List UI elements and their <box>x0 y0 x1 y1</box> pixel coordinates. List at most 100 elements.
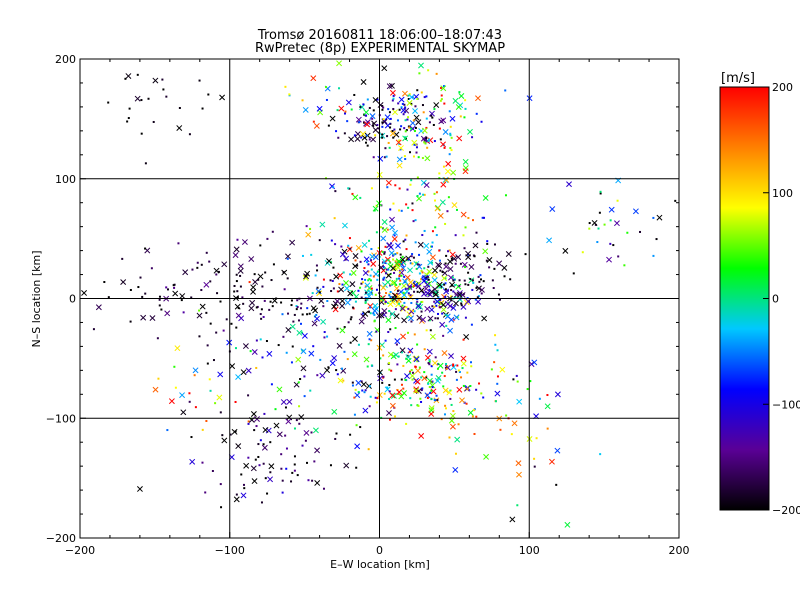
scatter-point-dot <box>482 280 485 283</box>
scatter-point-dot <box>393 128 396 131</box>
scatter-point-x <box>343 255 350 262</box>
scatter-point-dot <box>373 209 376 212</box>
scatter-point-dot <box>310 431 313 434</box>
scatter-point-x <box>608 206 615 213</box>
scatter-point-dot <box>370 364 373 367</box>
scatter-point-dot <box>433 300 436 303</box>
scatter-point-x <box>120 279 127 286</box>
scatter-point-dot <box>458 284 461 287</box>
scatter-point-dot <box>265 340 268 343</box>
scatter-point-dot <box>336 109 339 112</box>
scatter-point-dot <box>439 298 442 301</box>
scatter-point-x <box>375 312 382 319</box>
scatter-point-x <box>411 139 418 146</box>
scatter-point-dot <box>410 369 413 372</box>
scatter-point-dot <box>477 275 480 278</box>
scatter-point-dot <box>430 389 433 392</box>
scatter-point-x <box>439 321 446 328</box>
scatter-point-x <box>342 222 348 229</box>
scatter-point-dot <box>417 156 420 159</box>
scatter-point-dot <box>387 330 390 333</box>
scatter-point-dot <box>420 376 423 379</box>
scatter-point-dot <box>161 78 164 81</box>
scatter-point-dot <box>388 111 391 114</box>
scatter-point-dot <box>392 97 395 100</box>
scatter-point-dot <box>315 264 318 267</box>
scatter-point-x <box>221 437 228 444</box>
scatter-point-x <box>311 320 318 327</box>
scatter-point-dot <box>262 315 265 318</box>
scatter-point-x <box>444 313 451 320</box>
scatter-point-dot <box>349 318 352 321</box>
scatter-point-dot <box>420 310 423 313</box>
scatter-point-dot <box>473 409 476 412</box>
scatter-point-dot <box>413 333 416 336</box>
scatter-point-dot <box>467 216 470 219</box>
scatter-point-dot <box>160 308 163 311</box>
scatter-point-x <box>179 293 186 299</box>
scatter-point-dot <box>460 304 463 307</box>
scatter-point-dot <box>335 369 338 372</box>
scatter-point-dot <box>411 285 414 288</box>
scatter-point-dot <box>362 103 365 106</box>
scatter-point-x <box>354 135 361 142</box>
scatter-point-x <box>420 135 427 142</box>
scatter-point-dot <box>434 199 437 202</box>
scatter-point-x <box>254 416 260 422</box>
scatter-point-dot <box>384 272 387 275</box>
scatter-point-x <box>355 116 362 123</box>
scatter-point-x <box>180 409 187 416</box>
scatter-point-x <box>453 300 459 307</box>
scatter-point-x <box>267 476 274 483</box>
scatter-point-dot <box>381 136 384 139</box>
scatter-point-x <box>316 105 323 112</box>
scatter-point-x <box>164 310 171 317</box>
scatter-point-dot <box>363 267 366 270</box>
scatter-point-dot <box>379 357 382 360</box>
scatter-point-x <box>334 298 341 305</box>
scatter-point-x <box>452 466 459 473</box>
scatter-point-dot <box>372 312 375 315</box>
scatter-point-dot <box>239 285 242 288</box>
scatter-point-dot <box>410 404 413 407</box>
scatter-point-x <box>462 158 469 165</box>
scatter-point-x <box>505 251 512 257</box>
scatter-point-x <box>632 208 639 215</box>
scatter-point-dot <box>416 97 419 100</box>
scatter-point-dot <box>450 403 453 406</box>
scatter-point-dot <box>404 119 407 122</box>
scatter-point-dot <box>597 227 600 230</box>
scatter-point-dot <box>444 288 447 291</box>
scatter-point-dot <box>206 362 209 365</box>
scatter-point-dot <box>392 258 395 261</box>
scatter-point-dot <box>204 491 207 494</box>
scatter-point-dot <box>420 278 423 281</box>
scatter-point-dot <box>107 101 110 104</box>
scatter-point-dot <box>247 422 250 425</box>
scatter-point-dot <box>364 299 367 302</box>
scatter-point-dot <box>381 261 384 264</box>
scatter-point-dot <box>369 312 372 315</box>
scatter-point-dot <box>405 129 408 132</box>
scatter-point-dot <box>259 244 262 247</box>
scatter-point-x <box>301 332 308 339</box>
scatter-point-dot <box>330 261 333 264</box>
scatter-point-x <box>240 369 247 376</box>
scatter-point-dot <box>393 234 396 237</box>
scatter-point-dot <box>331 279 334 282</box>
scatter-point-dot <box>464 107 467 110</box>
scatter-point-x <box>515 460 522 467</box>
scatter-point-x <box>424 155 431 162</box>
scatter-point-dot <box>387 108 390 111</box>
scatter-point-x <box>449 251 456 258</box>
scatter-point-dot <box>443 146 446 149</box>
scatter-point-dot <box>407 94 410 97</box>
scatter-point-dot <box>383 267 386 270</box>
scatter-point-dot <box>652 216 655 219</box>
scatter-point-dot <box>398 142 401 145</box>
scatter-point-dot <box>316 374 319 377</box>
scatter-point-dot <box>401 268 404 271</box>
scatter-point-dot <box>422 111 425 114</box>
scatter-point-dot <box>211 469 214 472</box>
scatter-point-dot <box>374 293 377 296</box>
